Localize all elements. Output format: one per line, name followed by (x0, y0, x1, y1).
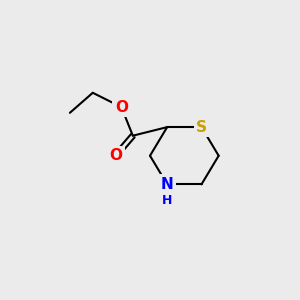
Text: S: S (196, 120, 207, 135)
Text: N: N (161, 177, 173, 192)
Text: H: H (162, 194, 172, 207)
Text: O: O (115, 100, 128, 115)
Text: O: O (109, 148, 122, 163)
